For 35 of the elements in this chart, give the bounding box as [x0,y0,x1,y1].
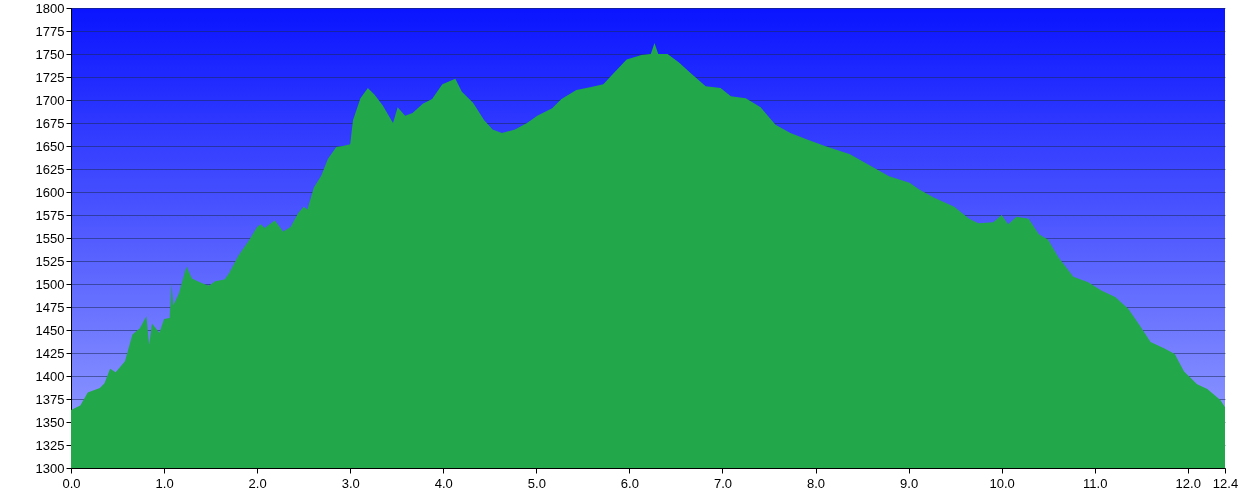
y-tick-label: 1400 [35,368,65,384]
y-tick-label: 1325 [35,437,65,453]
y-tick-label: 1500 [35,276,65,292]
y-tick-label: 1750 [35,46,65,62]
y-tick-label: 1475 [35,299,65,315]
y-tick-label: 1525 [35,253,65,269]
x-tick-label: 7.0 [713,475,732,491]
y-tick-label: 1775 [35,23,65,39]
y-tick-label: 1350 [35,414,65,430]
x-tick-label: 12.4 [1212,475,1239,491]
x-tick-label: 8.0 [806,475,826,491]
y-tick-label: 1575 [35,207,65,223]
y-tick-label: 1450 [35,322,65,338]
x-tick-label: 2.0 [248,475,267,491]
x-tick-label: 0.0 [62,475,81,491]
y-tick-label: 1700 [35,92,65,108]
y-tick-label: 1550 [35,230,65,246]
y-tick-label: 1425 [35,345,65,361]
x-tick-label: 3.0 [341,475,360,491]
y-tick-label: 1600 [35,184,65,200]
x-tick-label: 4.0 [434,475,453,491]
x-tick-label: 11.0 [1083,475,1108,491]
y-tick-label: 1675 [35,115,65,131]
y-tick-label: 1300 [35,460,65,476]
x-tick-label: 1.0 [155,475,174,491]
x-tick-label: 6.0 [620,475,639,491]
y-tick-label: 1625 [35,161,65,177]
x-tick-label: 10.0 [989,475,1015,491]
y-tick-label: 1725 [35,69,65,85]
x-tick-label: 9.0 [900,475,919,491]
x-tick-label: 5.0 [527,475,546,491]
y-tick-label: 1800 [35,0,65,16]
y-tick-label: 1650 [35,138,65,154]
y-tick-label: 1375 [35,391,65,407]
x-tick-label: 12.0 [1175,475,1201,491]
